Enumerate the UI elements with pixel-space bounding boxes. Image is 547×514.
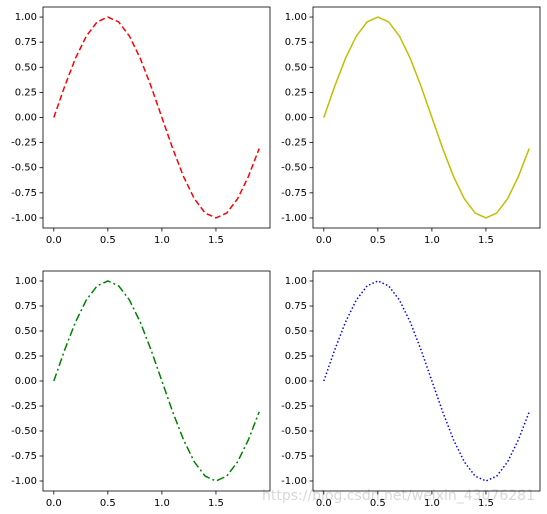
y-tick-label: -0.75 [11,451,37,462]
y-tick-label: -1.00 [281,476,307,487]
x-tick-label: 0.0 [316,235,332,246]
x-tick-label: 0.5 [100,498,116,509]
y-tick-label: 0.25 [285,87,307,98]
watermark: https://blog.csdn.net/weixin_43076281 [262,488,535,504]
y-tick-label: 0.75 [285,37,307,48]
x-tick-label: 0.0 [316,498,332,509]
x-tick-label: 1.0 [424,235,440,246]
y-tick-label: 0.00 [285,376,307,387]
y-tick-label: 0.25 [285,351,307,362]
axes-frame [42,6,271,229]
x-tick-label: 1.0 [154,498,170,509]
y-tick-label: 0.00 [15,113,37,124]
y-tick-label: 1.00 [15,12,37,23]
y-tick-label: 0.50 [15,62,37,73]
line [53,16,260,219]
y-tick-label: -0.25 [11,401,37,412]
y-tick-label: 0.25 [15,351,37,362]
y-tick-label: -1.00 [11,213,37,224]
y-tick-label: 0.75 [15,37,37,48]
x-tick-label: 1.5 [478,235,494,246]
y-tick-label: 0.50 [15,326,37,337]
x-tick-label: 0.5 [370,235,386,246]
y-tick-label: 1.00 [285,276,307,287]
y-tick-label: -0.50 [281,163,307,174]
y-tick-label: 0.50 [285,326,307,337]
line [323,280,530,482]
y-tick-label: 0.75 [285,301,307,312]
x-tick-label: 1.0 [424,498,440,509]
y-tick-label: -1.00 [11,476,37,487]
x-tick-label: 1.5 [208,235,224,246]
x-tick-label: 0.5 [100,235,116,246]
y-tick-label: -0.75 [281,451,307,462]
line [53,280,260,482]
x-tick-label: 0.0 [46,498,62,509]
y-tick-label: 1.00 [15,276,37,287]
y-tick-label: -0.75 [11,188,37,199]
y-tick-label: -0.50 [11,163,37,174]
y-tick-label: -0.50 [281,426,307,437]
x-tick-label: 1.5 [208,498,224,509]
y-tick-label: 0.00 [285,113,307,124]
y-tick-label: -0.50 [11,426,37,437]
y-tick-label: -0.25 [281,138,307,149]
x-tick-label: 1.0 [154,235,170,246]
y-tick-label: -0.75 [281,188,307,199]
x-tick-label: 1.5 [478,498,494,509]
y-tick-label: 0.50 [285,62,307,73]
y-tick-label: -1.00 [281,213,307,224]
axes-frame [42,270,271,492]
y-tick-label: -0.25 [281,401,307,412]
x-tick-label: 0.0 [46,235,62,246]
y-tick-label: 0.25 [15,87,37,98]
y-tick-label: 0.00 [15,376,37,387]
axes-frame [312,270,541,492]
x-tick-label: 0.5 [370,498,386,509]
axes-frame [312,6,541,229]
line [323,16,530,219]
y-tick-label: -0.25 [11,138,37,149]
y-tick-label: 0.75 [15,301,37,312]
y-tick-label: 1.00 [285,12,307,23]
